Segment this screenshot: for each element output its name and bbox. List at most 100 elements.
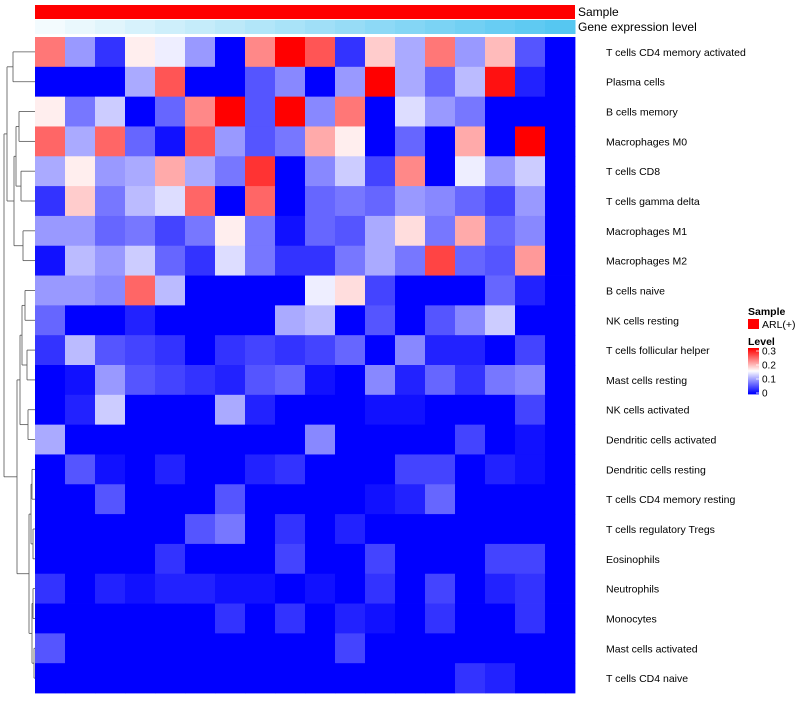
heatmap-cell (335, 573, 366, 604)
heatmap-cell (545, 424, 576, 455)
annotation-expression-cell (155, 20, 186, 34)
annotation-expression-cell (545, 20, 576, 34)
heatmap-cell (65, 37, 96, 68)
legend-colorbar-step (748, 375, 759, 377)
heatmap-cell (425, 663, 456, 694)
heatmap-cell (155, 156, 186, 187)
heatmap-cell (245, 275, 276, 306)
heatmap-cell (65, 305, 96, 336)
heatmap-cell (185, 394, 216, 426)
heatmap-cell (455, 126, 486, 157)
heatmap-cell (545, 514, 576, 545)
legend-level-title: Level (748, 336, 775, 348)
legend-colorbar-step (748, 371, 759, 373)
heatmap-cell (95, 66, 126, 98)
heatmap-cell (365, 96, 396, 127)
heatmap-cell (275, 603, 306, 634)
heatmap-cell (185, 543, 216, 575)
heatmap-cell (425, 514, 456, 545)
heatmap-cell (155, 424, 186, 455)
heatmap-cell (215, 603, 246, 634)
heatmap-cell (215, 365, 246, 396)
heatmap-cell (65, 186, 96, 217)
heatmap-cell (485, 66, 516, 98)
heatmap-cell (65, 96, 96, 127)
heatmap-cell (35, 514, 66, 545)
heatmap-cell (125, 543, 156, 575)
heatmap-cell (305, 633, 336, 664)
heatmap-cell (215, 66, 246, 98)
heatmap-cell (455, 454, 486, 485)
heatmap-cell (245, 603, 276, 634)
legend-colorbar-step (748, 385, 759, 387)
heatmap-cell (425, 156, 456, 187)
heatmap-cell (275, 126, 306, 157)
heatmap-cell (485, 573, 516, 604)
heatmap-cell (515, 543, 546, 575)
heatmap-cell (305, 663, 336, 694)
heatmap-cell (155, 543, 186, 575)
legend-colorbar-step (748, 379, 759, 381)
heatmap-cell (275, 454, 306, 485)
heatmap-cell (305, 514, 336, 545)
legend-colorbar-step (748, 372, 759, 374)
heatmap-cell (275, 275, 306, 306)
row-label: Eosinophils (606, 554, 660, 566)
heatmap-cell (245, 514, 276, 545)
heatmap-cell (95, 245, 126, 276)
heatmap-cell (395, 484, 426, 515)
heatmap-cell (35, 186, 66, 217)
heatmap-cell (305, 394, 336, 426)
heatmap-cell (125, 454, 156, 485)
legend-colorbar-step (748, 359, 759, 361)
heatmap-cell (245, 484, 276, 515)
heatmap-cell (305, 305, 336, 336)
heatmap-cell (305, 543, 336, 575)
heatmap-cell (335, 365, 366, 396)
heatmap-cell (275, 394, 306, 426)
heatmap-cell (215, 514, 246, 545)
heatmap-cell (545, 186, 576, 217)
heatmap-cell (95, 365, 126, 396)
legend-colorbar-step (748, 361, 759, 363)
heatmap-cell (185, 245, 216, 276)
annotation-expression-cell (395, 20, 426, 34)
heatmap-cell (245, 215, 276, 247)
heatmap-cell (485, 543, 516, 575)
heatmap-cell (455, 66, 486, 98)
heatmap-cell (305, 245, 336, 276)
heatmap-cell (395, 126, 426, 157)
legend-colorbar-step (748, 382, 759, 384)
row-label: Plasma cells (606, 77, 665, 89)
heatmap-cell (335, 514, 366, 545)
heatmap-cell (215, 543, 246, 575)
heatmap-cell (455, 484, 486, 515)
legend-colorbar-step (748, 360, 759, 362)
heatmap-cell (425, 126, 456, 157)
heatmap-cell (275, 573, 306, 604)
heatmap-cell (65, 215, 96, 247)
heatmap-cell (545, 245, 576, 276)
heatmap-cell (305, 96, 336, 127)
heatmap-cell (515, 186, 546, 217)
heatmap-cell (275, 96, 306, 127)
heatmap-cell (305, 454, 336, 485)
heatmap-cell (125, 186, 156, 217)
heatmap-cell (215, 335, 246, 366)
heatmap-cell (155, 394, 186, 426)
heatmap-cell (95, 484, 126, 515)
heatmap-cell (125, 484, 156, 515)
heatmap-cell (365, 394, 396, 426)
heatmap-cell (215, 245, 246, 276)
heatmap-cell (275, 156, 306, 187)
heatmap-cell (425, 603, 456, 634)
heatmap-cell (35, 454, 66, 485)
heatmap-cell (95, 305, 126, 336)
heatmap-cell (215, 186, 246, 217)
heatmap-cell (215, 573, 246, 604)
heatmap-cell (65, 573, 96, 604)
heatmap-cell (335, 215, 366, 247)
annotation-expression-cell (425, 20, 456, 34)
heatmap-cell (185, 603, 216, 634)
heatmap-cell (305, 603, 336, 634)
